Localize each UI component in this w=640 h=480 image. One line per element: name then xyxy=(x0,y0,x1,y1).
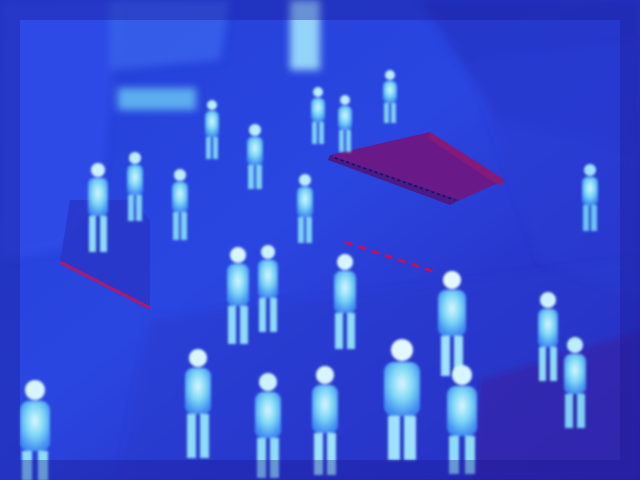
thermal-scene xyxy=(0,0,640,480)
